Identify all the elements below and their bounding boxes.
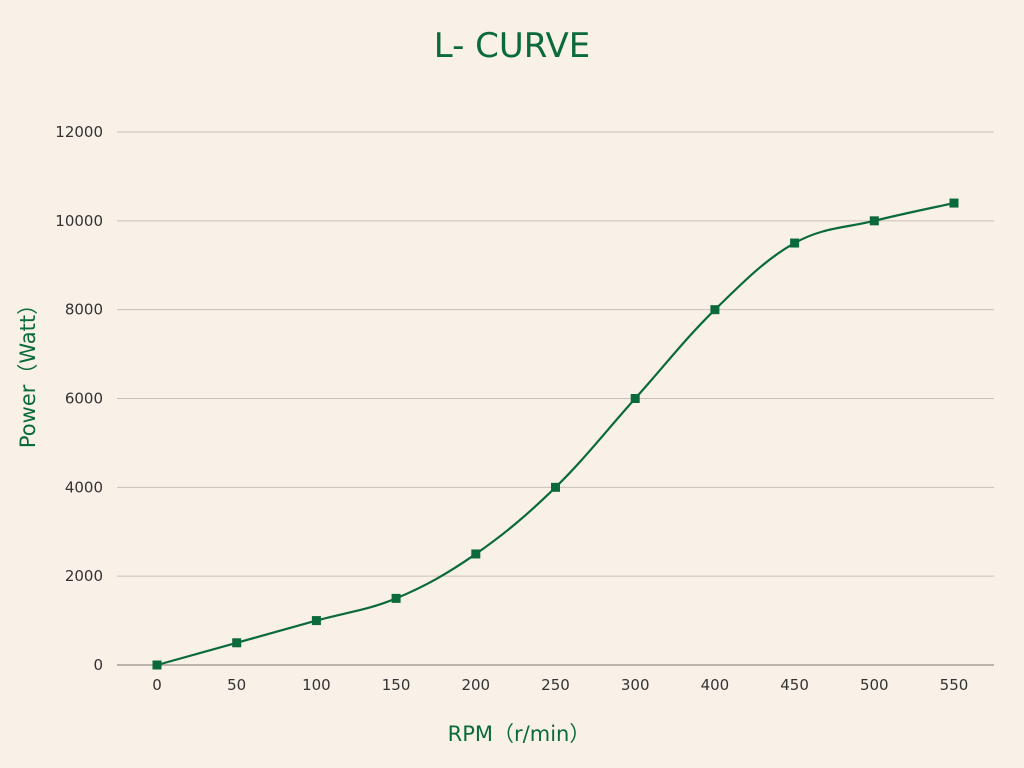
x-tick-label: 0 — [152, 676, 162, 694]
y-tick-label: 6000 — [65, 390, 103, 408]
y-tick-label: 12000 — [55, 123, 103, 141]
data-point — [790, 238, 800, 248]
x-tick-label: 250 — [541, 676, 570, 694]
x-tick-label: 400 — [701, 676, 730, 694]
x-tick-label: 500 — [860, 676, 889, 694]
data-point — [630, 394, 640, 403]
data-markers — [152, 198, 959, 670]
y-tick-label: 4000 — [65, 478, 103, 496]
data-point — [232, 638, 242, 648]
x-axis-ticks: 0 50 100 150 200 250 300 400 450 500 550 — [152, 676, 968, 694]
data-point — [391, 593, 401, 603]
series-line — [156, 201, 955, 667]
grid-lines — [117, 131, 994, 577]
data-point — [869, 216, 879, 226]
data-point — [710, 305, 720, 315]
x-tick-label: 450 — [780, 676, 809, 694]
x-tick-label: 100 — [302, 676, 331, 694]
chart-title: L- CURVE — [434, 26, 591, 66]
data-point — [311, 616, 321, 626]
y-tick-label: 8000 — [65, 301, 103, 319]
y-axis-title: Power（Watt） — [16, 294, 40, 448]
x-tick-label: 200 — [461, 676, 490, 694]
data-point — [152, 660, 162, 670]
y-axis-ticks: 0 2000 4000 6000 8000 10000 12000 — [55, 123, 103, 674]
data-point — [949, 198, 959, 208]
data-point — [551, 482, 560, 492]
x-tick-label: 550 — [940, 676, 969, 694]
y-tick-label: 10000 — [55, 212, 103, 230]
y-tick-label: 0 — [93, 656, 103, 674]
data-point — [471, 549, 481, 559]
x-tick-label: 300 — [621, 676, 650, 694]
y-tick-label: 2000 — [65, 567, 103, 585]
x-tick-label: 50 — [227, 676, 246, 694]
x-tick-label: 150 — [382, 676, 411, 694]
x-axis-title: RPM（r/min） — [448, 722, 591, 746]
